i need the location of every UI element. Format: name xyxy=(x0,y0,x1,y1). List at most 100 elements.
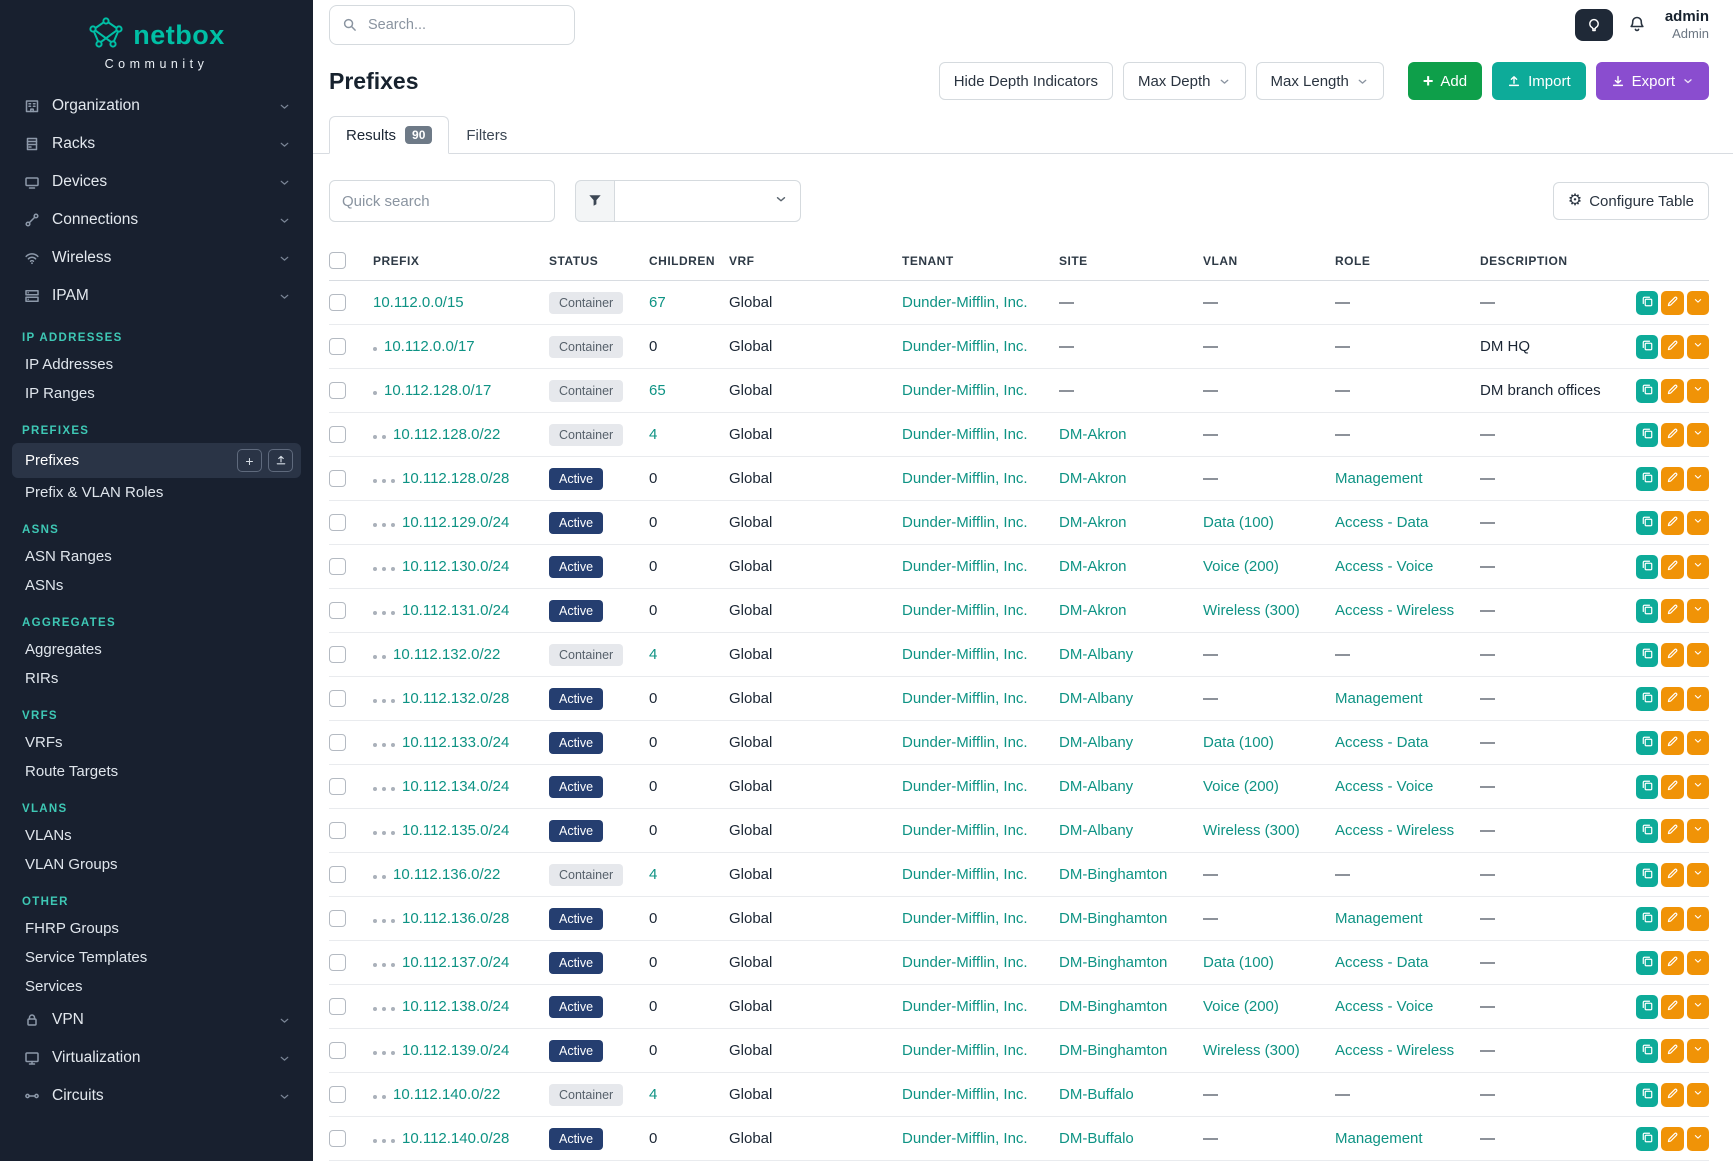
sidebar-item-organization[interactable]: Organization xyxy=(12,87,301,125)
max-length-dropdown[interactable]: Max Length xyxy=(1255,62,1384,100)
row-menu-button[interactable] xyxy=(1686,1082,1709,1107)
copy-button[interactable] xyxy=(1636,422,1659,447)
filter-button[interactable] xyxy=(575,180,615,222)
row-menu-button[interactable] xyxy=(1686,818,1709,843)
copy-button[interactable] xyxy=(1636,290,1659,315)
sidebar-item-asns[interactable]: ASNs xyxy=(25,577,64,594)
role-link[interactable]: Access - Wireless xyxy=(1335,602,1455,619)
role-link[interactable]: Access - Wireless xyxy=(1335,1042,1455,1059)
site-link[interactable]: DM-Akron xyxy=(1059,602,1127,619)
row-checkbox[interactable] xyxy=(329,866,346,884)
row-menu-button[interactable] xyxy=(1686,906,1709,931)
site-link[interactable]: DM-Akron xyxy=(1059,426,1127,443)
role-link[interactable]: Management xyxy=(1335,690,1423,707)
copy-button[interactable] xyxy=(1636,378,1659,403)
vlan-link[interactable]: Data (100) xyxy=(1203,514,1274,531)
tenant-link[interactable]: Dunder-Mifflin, Inc. xyxy=(902,910,1028,927)
role-link[interactable]: Access - Data xyxy=(1335,734,1429,751)
sidebar-item-vlan-groups[interactable]: VLAN Groups xyxy=(25,856,118,873)
row-menu-button[interactable] xyxy=(1686,422,1709,447)
theme-toggle-button[interactable] xyxy=(1574,9,1613,41)
user-menu[interactable]: admin Admin xyxy=(1665,8,1709,43)
tenant-link[interactable]: Dunder-Mifflin, Inc. xyxy=(902,382,1028,399)
column-header-site[interactable]: SITE xyxy=(1059,246,1203,281)
export-button[interactable]: Export xyxy=(1595,62,1709,100)
site-link[interactable]: DM-Binghamton xyxy=(1059,866,1168,883)
tenant-link[interactable]: Dunder-Mifflin, Inc. xyxy=(902,294,1028,311)
sidebar-item-route-targets[interactable]: Route Targets xyxy=(25,763,119,780)
copy-button[interactable] xyxy=(1636,686,1659,711)
row-menu-button[interactable] xyxy=(1686,950,1709,975)
edit-button[interactable] xyxy=(1661,554,1684,579)
row-checkbox[interactable] xyxy=(329,954,346,972)
tenant-link[interactable]: Dunder-Mifflin, Inc. xyxy=(902,734,1028,751)
site-link[interactable]: DM-Albany xyxy=(1059,690,1134,707)
tenant-link[interactable]: Dunder-Mifflin, Inc. xyxy=(902,558,1028,575)
copy-button[interactable] xyxy=(1636,466,1659,491)
sidebar-item-aggregates[interactable]: Aggregates xyxy=(25,641,102,658)
row-checkbox[interactable] xyxy=(329,1086,346,1104)
tenant-link[interactable]: Dunder-Mifflin, Inc. xyxy=(902,338,1028,355)
tenant-link[interactable]: Dunder-Mifflin, Inc. xyxy=(902,954,1028,971)
edit-button[interactable] xyxy=(1661,994,1684,1019)
prefix-link[interactable]: 10.112.128.0/22 xyxy=(393,426,501,443)
prefix-link[interactable]: 10.112.131.0/24 xyxy=(402,602,510,619)
copy-button[interactable] xyxy=(1636,862,1659,887)
column-header-tenant[interactable]: TENANT xyxy=(902,246,1059,281)
role-link[interactable]: Access - Data xyxy=(1335,514,1429,531)
row-menu-button[interactable] xyxy=(1686,510,1709,535)
prefix-link[interactable]: 10.112.0.0/17 xyxy=(384,338,475,355)
edit-button[interactable] xyxy=(1661,730,1684,755)
import-button[interactable]: Import xyxy=(1492,62,1586,100)
tenant-link[interactable]: Dunder-Mifflin, Inc. xyxy=(902,426,1028,443)
tab-results[interactable]: Results 90 xyxy=(329,116,450,154)
edit-button[interactable] xyxy=(1661,862,1684,887)
children-count-link[interactable]: 4 xyxy=(649,426,658,443)
role-link[interactable]: Management xyxy=(1335,1130,1423,1147)
vlan-link[interactable]: Data (100) xyxy=(1203,734,1274,751)
children-count-link[interactable]: 67 xyxy=(649,294,666,311)
sidebar-import-button[interactable] xyxy=(268,449,293,472)
row-menu-button[interactable] xyxy=(1686,994,1709,1019)
site-link[interactable]: DM-Binghamton xyxy=(1059,954,1168,971)
edit-button[interactable] xyxy=(1661,774,1684,799)
copy-button[interactable] xyxy=(1636,906,1659,931)
prefix-link[interactable]: 10.112.140.0/22 xyxy=(393,1086,501,1103)
tenant-link[interactable]: Dunder-Mifflin, Inc. xyxy=(902,470,1028,487)
role-link[interactable]: Access - Voice xyxy=(1335,778,1434,795)
tenant-link[interactable]: Dunder-Mifflin, Inc. xyxy=(902,514,1028,531)
prefix-link[interactable]: 10.112.133.0/24 xyxy=(402,734,510,751)
row-checkbox[interactable] xyxy=(329,514,346,532)
row-checkbox[interactable] xyxy=(329,734,346,752)
copy-button[interactable] xyxy=(1636,510,1659,535)
row-checkbox[interactable] xyxy=(329,1042,346,1060)
row-menu-button[interactable] xyxy=(1686,774,1709,799)
sidebar-item-asn-ranges[interactable]: ASN Ranges xyxy=(25,548,112,565)
site-link[interactable]: DM-Binghamton xyxy=(1059,910,1168,927)
row-checkbox[interactable] xyxy=(329,558,346,576)
row-menu-button[interactable] xyxy=(1686,466,1709,491)
copy-button[interactable] xyxy=(1636,730,1659,755)
edit-button[interactable] xyxy=(1661,950,1684,975)
edit-button[interactable] xyxy=(1661,818,1684,843)
edit-button[interactable] xyxy=(1661,422,1684,447)
sidebar-item-prefix-vlan-roles[interactable]: Prefix & VLAN Roles xyxy=(25,484,164,501)
sidebar-add-button[interactable]: + xyxy=(237,449,262,472)
row-menu-button[interactable] xyxy=(1686,598,1709,623)
row-checkbox[interactable] xyxy=(329,1130,346,1148)
row-menu-button[interactable] xyxy=(1686,378,1709,403)
max-depth-dropdown[interactable]: Max Depth xyxy=(1122,62,1246,100)
row-checkbox[interactable] xyxy=(329,910,346,928)
sidebar-item-ip-addresses[interactable]: IP Addresses xyxy=(25,356,114,373)
copy-button[interactable] xyxy=(1636,1038,1659,1063)
tenant-link[interactable]: Dunder-Mifflin, Inc. xyxy=(902,998,1028,1015)
children-count-link[interactable]: 4 xyxy=(649,1086,658,1103)
vlan-link[interactable]: Wireless (300) xyxy=(1203,1042,1300,1059)
row-checkbox[interactable] xyxy=(329,602,346,620)
children-count-link[interactable]: 65 xyxy=(649,382,666,399)
sidebar-item-ip-ranges[interactable]: IP Ranges xyxy=(25,385,95,402)
global-search-input[interactable] xyxy=(329,5,575,45)
site-link[interactable]: DM-Albany xyxy=(1059,778,1134,795)
prefix-link[interactable]: 10.112.136.0/28 xyxy=(402,910,510,927)
row-menu-button[interactable] xyxy=(1686,730,1709,755)
